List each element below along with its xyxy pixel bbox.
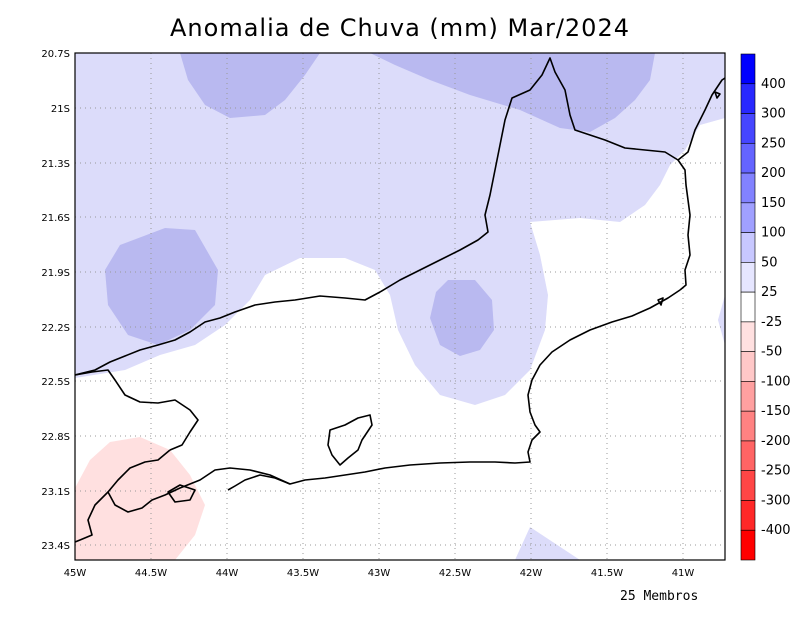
- colorbar-swatch: [740, 440, 756, 472]
- state-border-es: [677, 77, 725, 161]
- colorbar-label: 150: [761, 196, 786, 211]
- colorbar-label: 100: [761, 226, 786, 241]
- lon-tick-label: 44W: [216, 568, 239, 579]
- anomaly-region-25-50-south: [515, 527, 580, 560]
- lat-tick-label: 22.2S: [41, 323, 70, 334]
- colorbar-swatch: [740, 202, 756, 233]
- colorbar-swatch: [740, 351, 756, 382]
- lon-tick-label: 44.5W: [135, 568, 167, 579]
- coastline-and-borders: [75, 57, 725, 543]
- colorbar-label: 400: [761, 77, 786, 92]
- colorbar-label: -200: [761, 434, 791, 449]
- colorbar-label: 25: [761, 285, 778, 300]
- colorbar-label: -25: [761, 315, 782, 330]
- lat-tick-label: 21.6S: [41, 213, 70, 224]
- coastline-ilha-grande: [167, 484, 196, 503]
- coastline-guanabara: [327, 414, 373, 466]
- state-border-sp: [75, 369, 199, 451]
- colorbar-label: -250: [761, 464, 791, 479]
- lat-tick-label: 23.4S: [41, 541, 70, 552]
- lat-axis: 20.7S 21S 21.3S 21.6S 21.9S 22.2S 22.5S …: [41, 49, 70, 552]
- colorbar-swatch: [740, 262, 756, 293]
- colorbar-swatch: [740, 53, 756, 85]
- colorbar-swatch: [740, 142, 756, 174]
- coastline-rj: [227, 289, 681, 491]
- colorbar-label: -50: [761, 345, 782, 360]
- island-1: [657, 297, 664, 306]
- lon-tick-label: 42W: [520, 568, 543, 579]
- lon-tick-label: 41.5W: [591, 568, 623, 579]
- colorbar-label: -300: [761, 493, 791, 508]
- colorbar-label: -400: [761, 523, 791, 538]
- colorbar-swatch: [740, 381, 756, 412]
- coastline-sepetiba: [107, 449, 291, 513]
- map-grid: [75, 53, 725, 560]
- lon-tick-label: 43W: [368, 568, 391, 579]
- lon-tick-label: 43.5W: [287, 568, 319, 579]
- colorbar-swatch: [740, 83, 756, 114]
- colorbar-swatch: [740, 470, 756, 501]
- coastline-paraty: [75, 491, 109, 543]
- anomaly-region-25-50-east: [718, 295, 725, 345]
- lon-tick-label: 42.5W: [439, 568, 471, 579]
- colorbar-swatch: [740, 113, 756, 144]
- colorbar-swatch: [740, 172, 756, 204]
- colorbar-label: 200: [761, 166, 786, 181]
- colorbar: 400 300 250 200 150 100 50 25 -25 -50 -100 -150 -200…: [740, 53, 791, 561]
- colorbar-swatch: [740, 321, 756, 352]
- colorbar-swatch: [740, 232, 756, 263]
- state-border-mg-rj: [75, 57, 691, 376]
- anomaly-region-neg-25-50: [75, 437, 205, 560]
- lat-tick-label: 21.3S: [41, 159, 70, 170]
- colorbar-swatch: [740, 291, 756, 323]
- anomaly-shading: [75, 53, 725, 560]
- lat-tick-label: 23.1S: [41, 487, 70, 498]
- lon-tick-label: 41W: [672, 568, 695, 579]
- colorbar-label: -100: [761, 374, 791, 389]
- anomaly-region-50-100-center: [430, 280, 494, 356]
- members-note: 25 Membros: [620, 589, 699, 604]
- colorbar-label: 50: [761, 255, 778, 270]
- anomaly-region-50-100-north: [180, 53, 320, 118]
- colorbar-label: 300: [761, 107, 786, 122]
- lat-tick-label: 20.7S: [41, 49, 70, 60]
- anomaly-region-50-100-northeast: [370, 53, 655, 132]
- island-2: [714, 91, 721, 99]
- colorbar-swatch: [740, 529, 756, 561]
- lat-tick-label: 21.9S: [41, 268, 70, 279]
- lat-tick-label: 22.8S: [41, 432, 70, 443]
- lat-tick-label: 22.5S: [41, 377, 70, 388]
- colorbar-label: -150: [761, 404, 791, 419]
- lat-tick-label: 21S: [51, 104, 70, 115]
- colorbar-swatch: [740, 500, 756, 531]
- lon-tick-label: 45W: [64, 568, 87, 579]
- anomaly-region-25-50: [75, 53, 725, 405]
- map-title: Anomalia de Chuva (mm) Mar/2024: [170, 14, 630, 42]
- map-frame: [74, 52, 726, 561]
- colorbar-swatch: [740, 410, 756, 442]
- anomaly-region-50-100-west: [105, 228, 218, 345]
- colorbar-label: 250: [761, 136, 786, 151]
- lon-axis: 45W 44.5W 44W 43.5W 43W 42.5W 42W 41.5W …: [64, 568, 695, 579]
